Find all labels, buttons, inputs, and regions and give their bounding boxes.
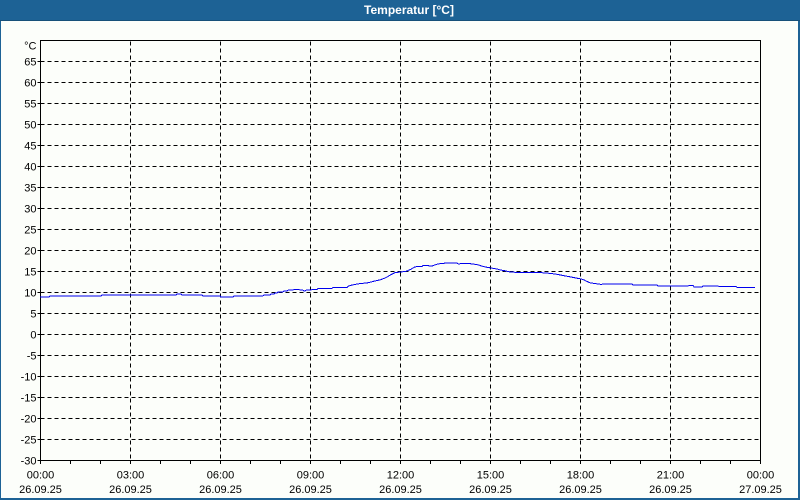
svg-text:°C: °C bbox=[24, 41, 36, 53]
svg-text:12:00: 12:00 bbox=[387, 470, 415, 482]
svg-text:03:00: 03:00 bbox=[117, 470, 145, 482]
svg-text:26.09.25: 26.09.25 bbox=[559, 484, 602, 496]
svg-text:30: 30 bbox=[24, 204, 36, 216]
svg-text:50: 50 bbox=[24, 120, 36, 132]
svg-text:45: 45 bbox=[24, 141, 36, 153]
svg-text:20: 20 bbox=[24, 246, 36, 258]
svg-text:-30: -30 bbox=[21, 456, 37, 468]
svg-text:15:00: 15:00 bbox=[477, 470, 505, 482]
svg-text:26.09.25: 26.09.25 bbox=[379, 484, 422, 496]
svg-text:26.09.25: 26.09.25 bbox=[199, 484, 242, 496]
svg-text:10: 10 bbox=[24, 288, 36, 300]
svg-text:-25: -25 bbox=[21, 435, 37, 447]
svg-text:65: 65 bbox=[24, 57, 36, 69]
svg-text:0: 0 bbox=[30, 330, 36, 342]
svg-text:27.09.25: 27.09.25 bbox=[739, 484, 782, 496]
svg-text:00:00: 00:00 bbox=[27, 470, 55, 482]
svg-text:-20: -20 bbox=[21, 414, 37, 426]
svg-text:5: 5 bbox=[30, 309, 36, 321]
svg-text:-10: -10 bbox=[21, 372, 37, 384]
svg-text:-15: -15 bbox=[21, 393, 37, 405]
svg-text:-5: -5 bbox=[27, 351, 37, 363]
svg-text:18:00: 18:00 bbox=[567, 470, 595, 482]
svg-text:55: 55 bbox=[24, 99, 36, 111]
svg-text:60: 60 bbox=[24, 78, 36, 90]
svg-text:40: 40 bbox=[24, 162, 36, 174]
svg-text:06:00: 06:00 bbox=[207, 470, 235, 482]
svg-text:00:00: 00:00 bbox=[747, 470, 775, 482]
svg-text:15: 15 bbox=[24, 267, 36, 279]
svg-text:26.09.25: 26.09.25 bbox=[19, 484, 62, 496]
svg-text:26.09.25: 26.09.25 bbox=[469, 484, 512, 496]
svg-text:26.09.25: 26.09.25 bbox=[109, 484, 152, 496]
svg-text:21:00: 21:00 bbox=[657, 470, 685, 482]
svg-text:26.09.25: 26.09.25 bbox=[649, 484, 692, 496]
svg-text:35: 35 bbox=[24, 183, 36, 195]
svg-text:25: 25 bbox=[24, 225, 36, 237]
svg-text:26.09.25: 26.09.25 bbox=[289, 484, 332, 496]
svg-text:09:00: 09:00 bbox=[297, 470, 325, 482]
